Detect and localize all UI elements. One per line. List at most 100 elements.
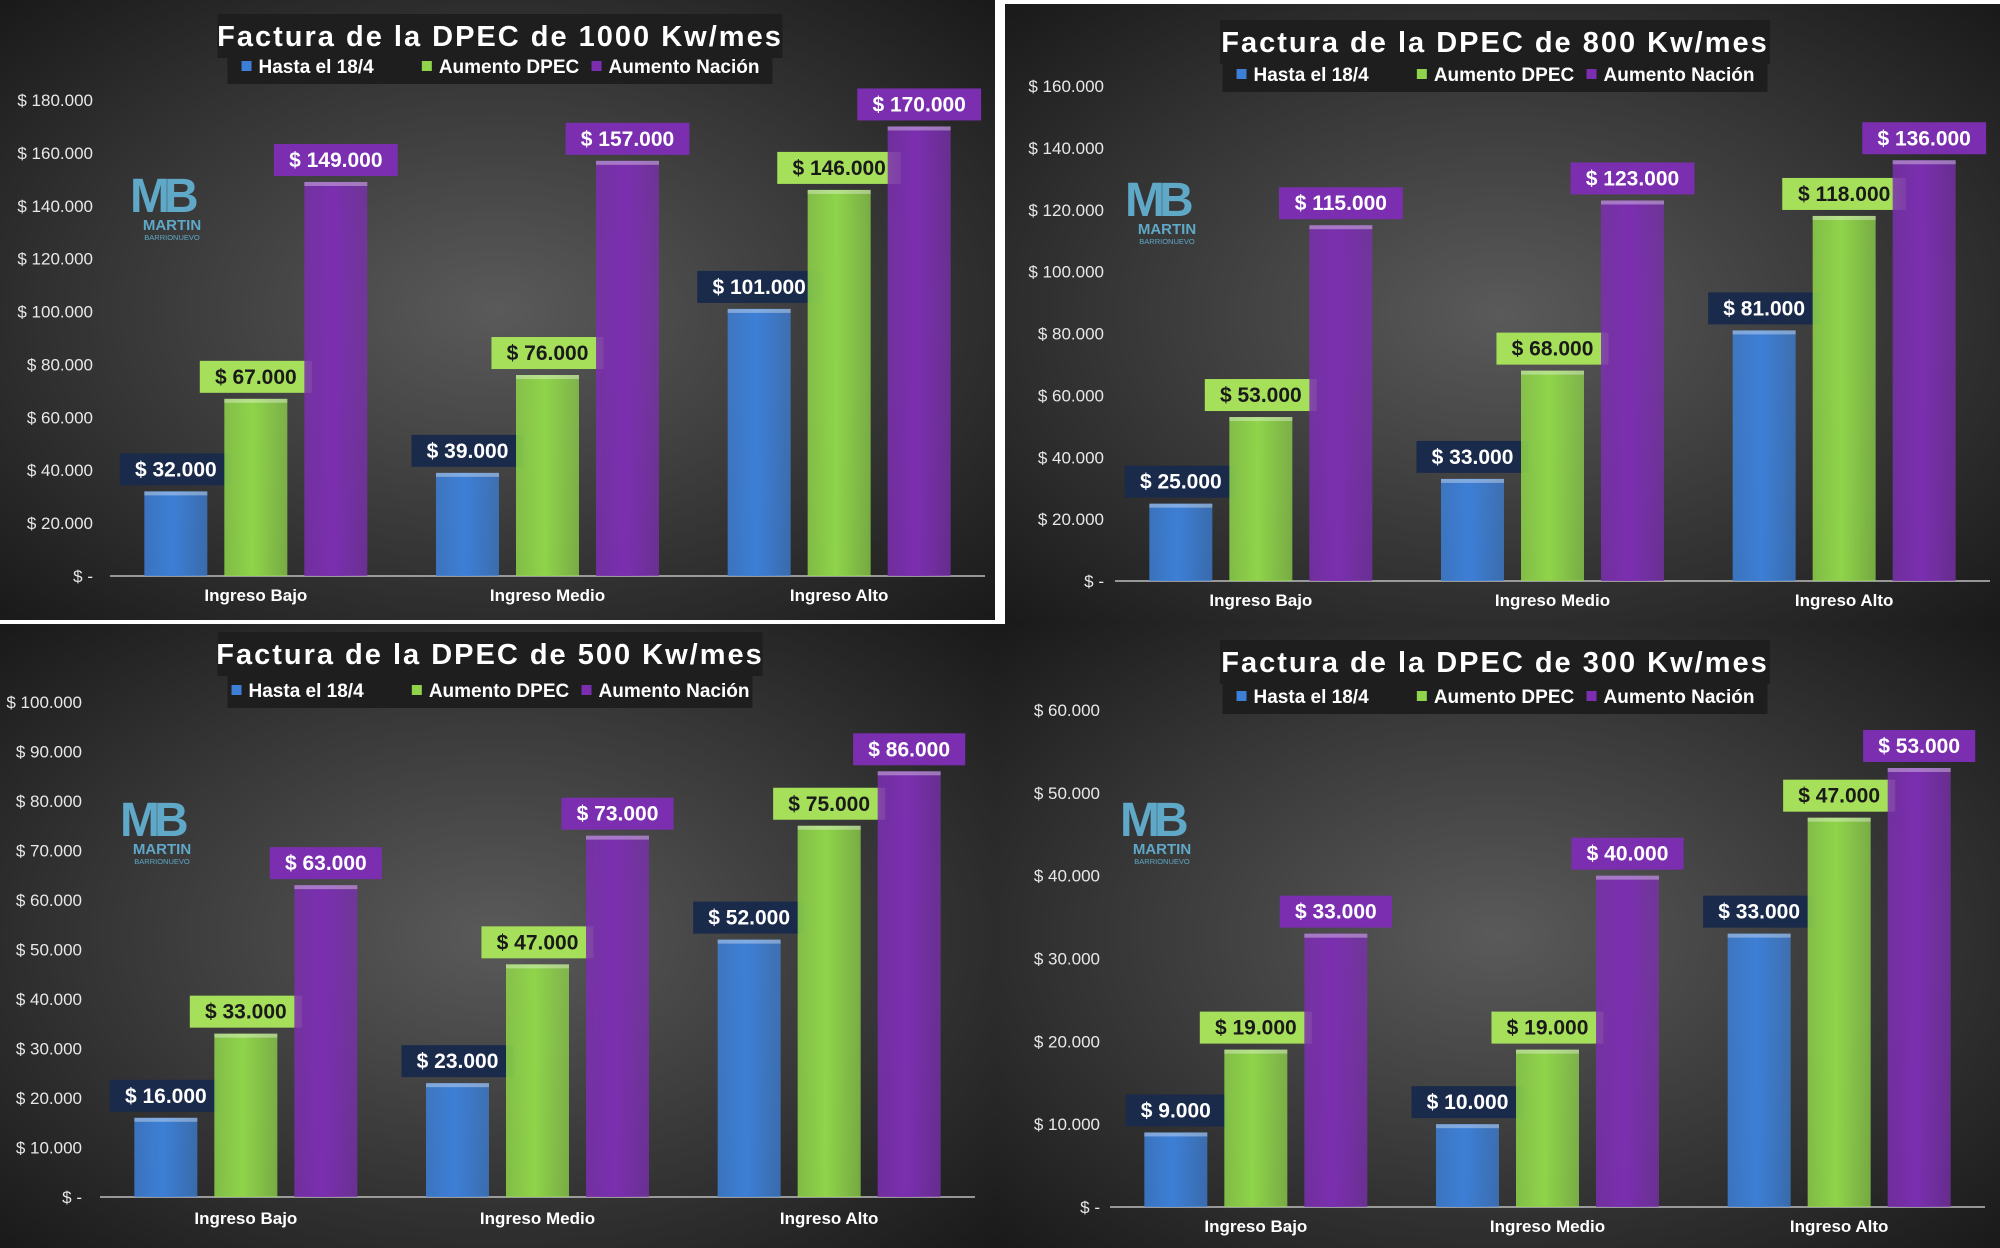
chart-title: Factura de la DPEC de 300 Kw/mes xyxy=(1221,647,1769,679)
data-label-box xyxy=(269,847,382,880)
data-label: $ 47.000 xyxy=(497,931,579,954)
bar-top-highlight xyxy=(727,308,791,313)
y-tick-label: $ 90.000 xyxy=(16,743,82,762)
legend-label: Aumento DPEC xyxy=(429,681,570,702)
data-label: $ 19.000 xyxy=(1215,1017,1297,1040)
y-tick-label: $ 70.000 xyxy=(16,842,82,861)
bar-top-highlight xyxy=(1149,503,1213,508)
y-tick-label: $ - xyxy=(1084,572,1104,591)
brand-logo-surname: BARRIONUEVO xyxy=(1139,237,1195,246)
chart-panel-1000kw: Factura de la DPEC de 1000 Kw/mes Hasta e… xyxy=(0,0,995,620)
data-label-box xyxy=(773,787,886,820)
bar-hasta xyxy=(1436,1124,1499,1207)
bar-top-highlight xyxy=(1596,875,1659,880)
data-label-box xyxy=(1862,122,1987,155)
bar-top-highlight xyxy=(1224,1049,1288,1054)
bar-top-highlight xyxy=(1516,1049,1579,1054)
brand-logo-name: MARTIN xyxy=(143,217,201,234)
data-label-box xyxy=(1863,729,1976,762)
bar-aumento-dpec xyxy=(224,398,288,576)
legend-label: Aumento DPEC xyxy=(1434,65,1575,86)
bar-aumento-dpec xyxy=(1229,417,1293,581)
bar-hasta xyxy=(1144,1132,1208,1207)
brand-logo-name: MARTIN xyxy=(133,841,191,858)
y-tick-label: $ 40.000 xyxy=(16,990,82,1009)
x-category-label: Ingreso Alto xyxy=(1790,1217,1889,1236)
bar-aumento-dpec xyxy=(214,1033,278,1197)
y-tick-label: $ 20.000 xyxy=(27,514,93,533)
legend-label: Aumento Nación xyxy=(1604,687,1755,708)
y-tick-label: $ - xyxy=(73,567,93,586)
data-label: $ 32.000 xyxy=(135,458,217,481)
bar-top-highlight xyxy=(887,126,951,131)
data-label-box xyxy=(401,1045,514,1078)
x-category-label: Ingreso Medio xyxy=(480,1209,595,1228)
data-label: $ 76.000 xyxy=(507,342,589,365)
data-label-box xyxy=(1416,440,1529,473)
data-label-box xyxy=(777,151,902,184)
bar-top-highlight xyxy=(1887,767,1951,772)
bar-top-highlight xyxy=(1144,1132,1208,1137)
data-label: $ 47.000 xyxy=(1798,785,1880,808)
bar-aumento-nacion xyxy=(1304,933,1368,1207)
data-label-box xyxy=(1570,162,1695,195)
data-label: $ 67.000 xyxy=(215,366,297,389)
bar-top-highlight xyxy=(797,825,861,830)
y-tick-label: $ 100.000 xyxy=(17,303,93,322)
brand-logo-name: MARTIN xyxy=(1138,221,1196,238)
brand-logo-mark: MB xyxy=(130,170,197,223)
chart-title: Factura de la DPEC de 500 Kw/mes xyxy=(216,639,764,671)
data-label: $ 40.000 xyxy=(1587,843,1669,866)
data-label-box xyxy=(109,1079,222,1112)
bar-hasta xyxy=(1149,503,1213,581)
bar-top-highlight xyxy=(1727,933,1791,938)
y-tick-label: $ 40.000 xyxy=(1038,448,1104,467)
y-tick-label: $ 50.000 xyxy=(1034,784,1100,803)
data-label: $ 33.000 xyxy=(1295,901,1377,924)
legend-box xyxy=(227,48,773,84)
data-label: $ 33.000 xyxy=(1718,901,1800,924)
brand-logo-surname: BARRIONUEVO xyxy=(144,233,200,242)
legend-label: Hasta el 18/4 xyxy=(249,681,365,702)
legend-label: Aumento Nación xyxy=(609,57,760,78)
bar-hasta xyxy=(134,1117,198,1197)
y-tick-label: $ 60.000 xyxy=(1034,701,1100,720)
bar-aumento-dpec xyxy=(1807,817,1871,1207)
brand-logo-mark: MB xyxy=(1125,174,1192,227)
bar-hasta xyxy=(1732,330,1796,581)
chart-title: Factura de la DPEC de 800 Kw/mes xyxy=(1221,27,1769,59)
bar-aumento-nacion xyxy=(877,771,941,1197)
bar-top-highlight xyxy=(1812,215,1876,220)
legend-label: Aumento DPEC xyxy=(1434,687,1575,708)
data-label-box xyxy=(491,337,604,370)
y-tick-label: $ 140.000 xyxy=(17,197,93,216)
legend-swatch xyxy=(581,685,592,695)
bar-hasta xyxy=(717,939,781,1197)
data-label-box xyxy=(273,143,398,176)
bar-top-highlight xyxy=(516,375,579,380)
bar-top-highlight xyxy=(1309,225,1373,230)
y-tick-label: $ 10.000 xyxy=(16,1139,82,1158)
legend-swatch xyxy=(411,685,422,695)
bar-top-highlight xyxy=(1229,417,1293,422)
y-tick-label: $ 140.000 xyxy=(1028,139,1104,158)
bar-aumento-nacion xyxy=(304,181,368,576)
legend-label: Aumento DPEC xyxy=(439,57,580,78)
brand-logo-surname: BARRIONUEVO xyxy=(134,857,190,866)
bar-chart: Factura de la DPEC de 300 Kw/mes Hasta el… xyxy=(995,624,2000,1248)
data-label: $ 33.000 xyxy=(205,1001,287,1024)
y-tick-label: $ 10.000 xyxy=(1034,1115,1100,1134)
data-label-box xyxy=(697,270,822,303)
x-category-label: Ingreso Medio xyxy=(1495,591,1610,610)
bar-hasta xyxy=(436,472,499,576)
y-tick-label: $ 100.000 xyxy=(6,693,82,712)
data-label: $ 63.000 xyxy=(285,852,367,875)
legend-swatch xyxy=(241,61,252,71)
data-label-box xyxy=(189,995,302,1028)
bar-hasta xyxy=(1441,478,1504,581)
data-label: $ 81.000 xyxy=(1723,297,1805,320)
bar-top-highlight xyxy=(1521,370,1584,375)
